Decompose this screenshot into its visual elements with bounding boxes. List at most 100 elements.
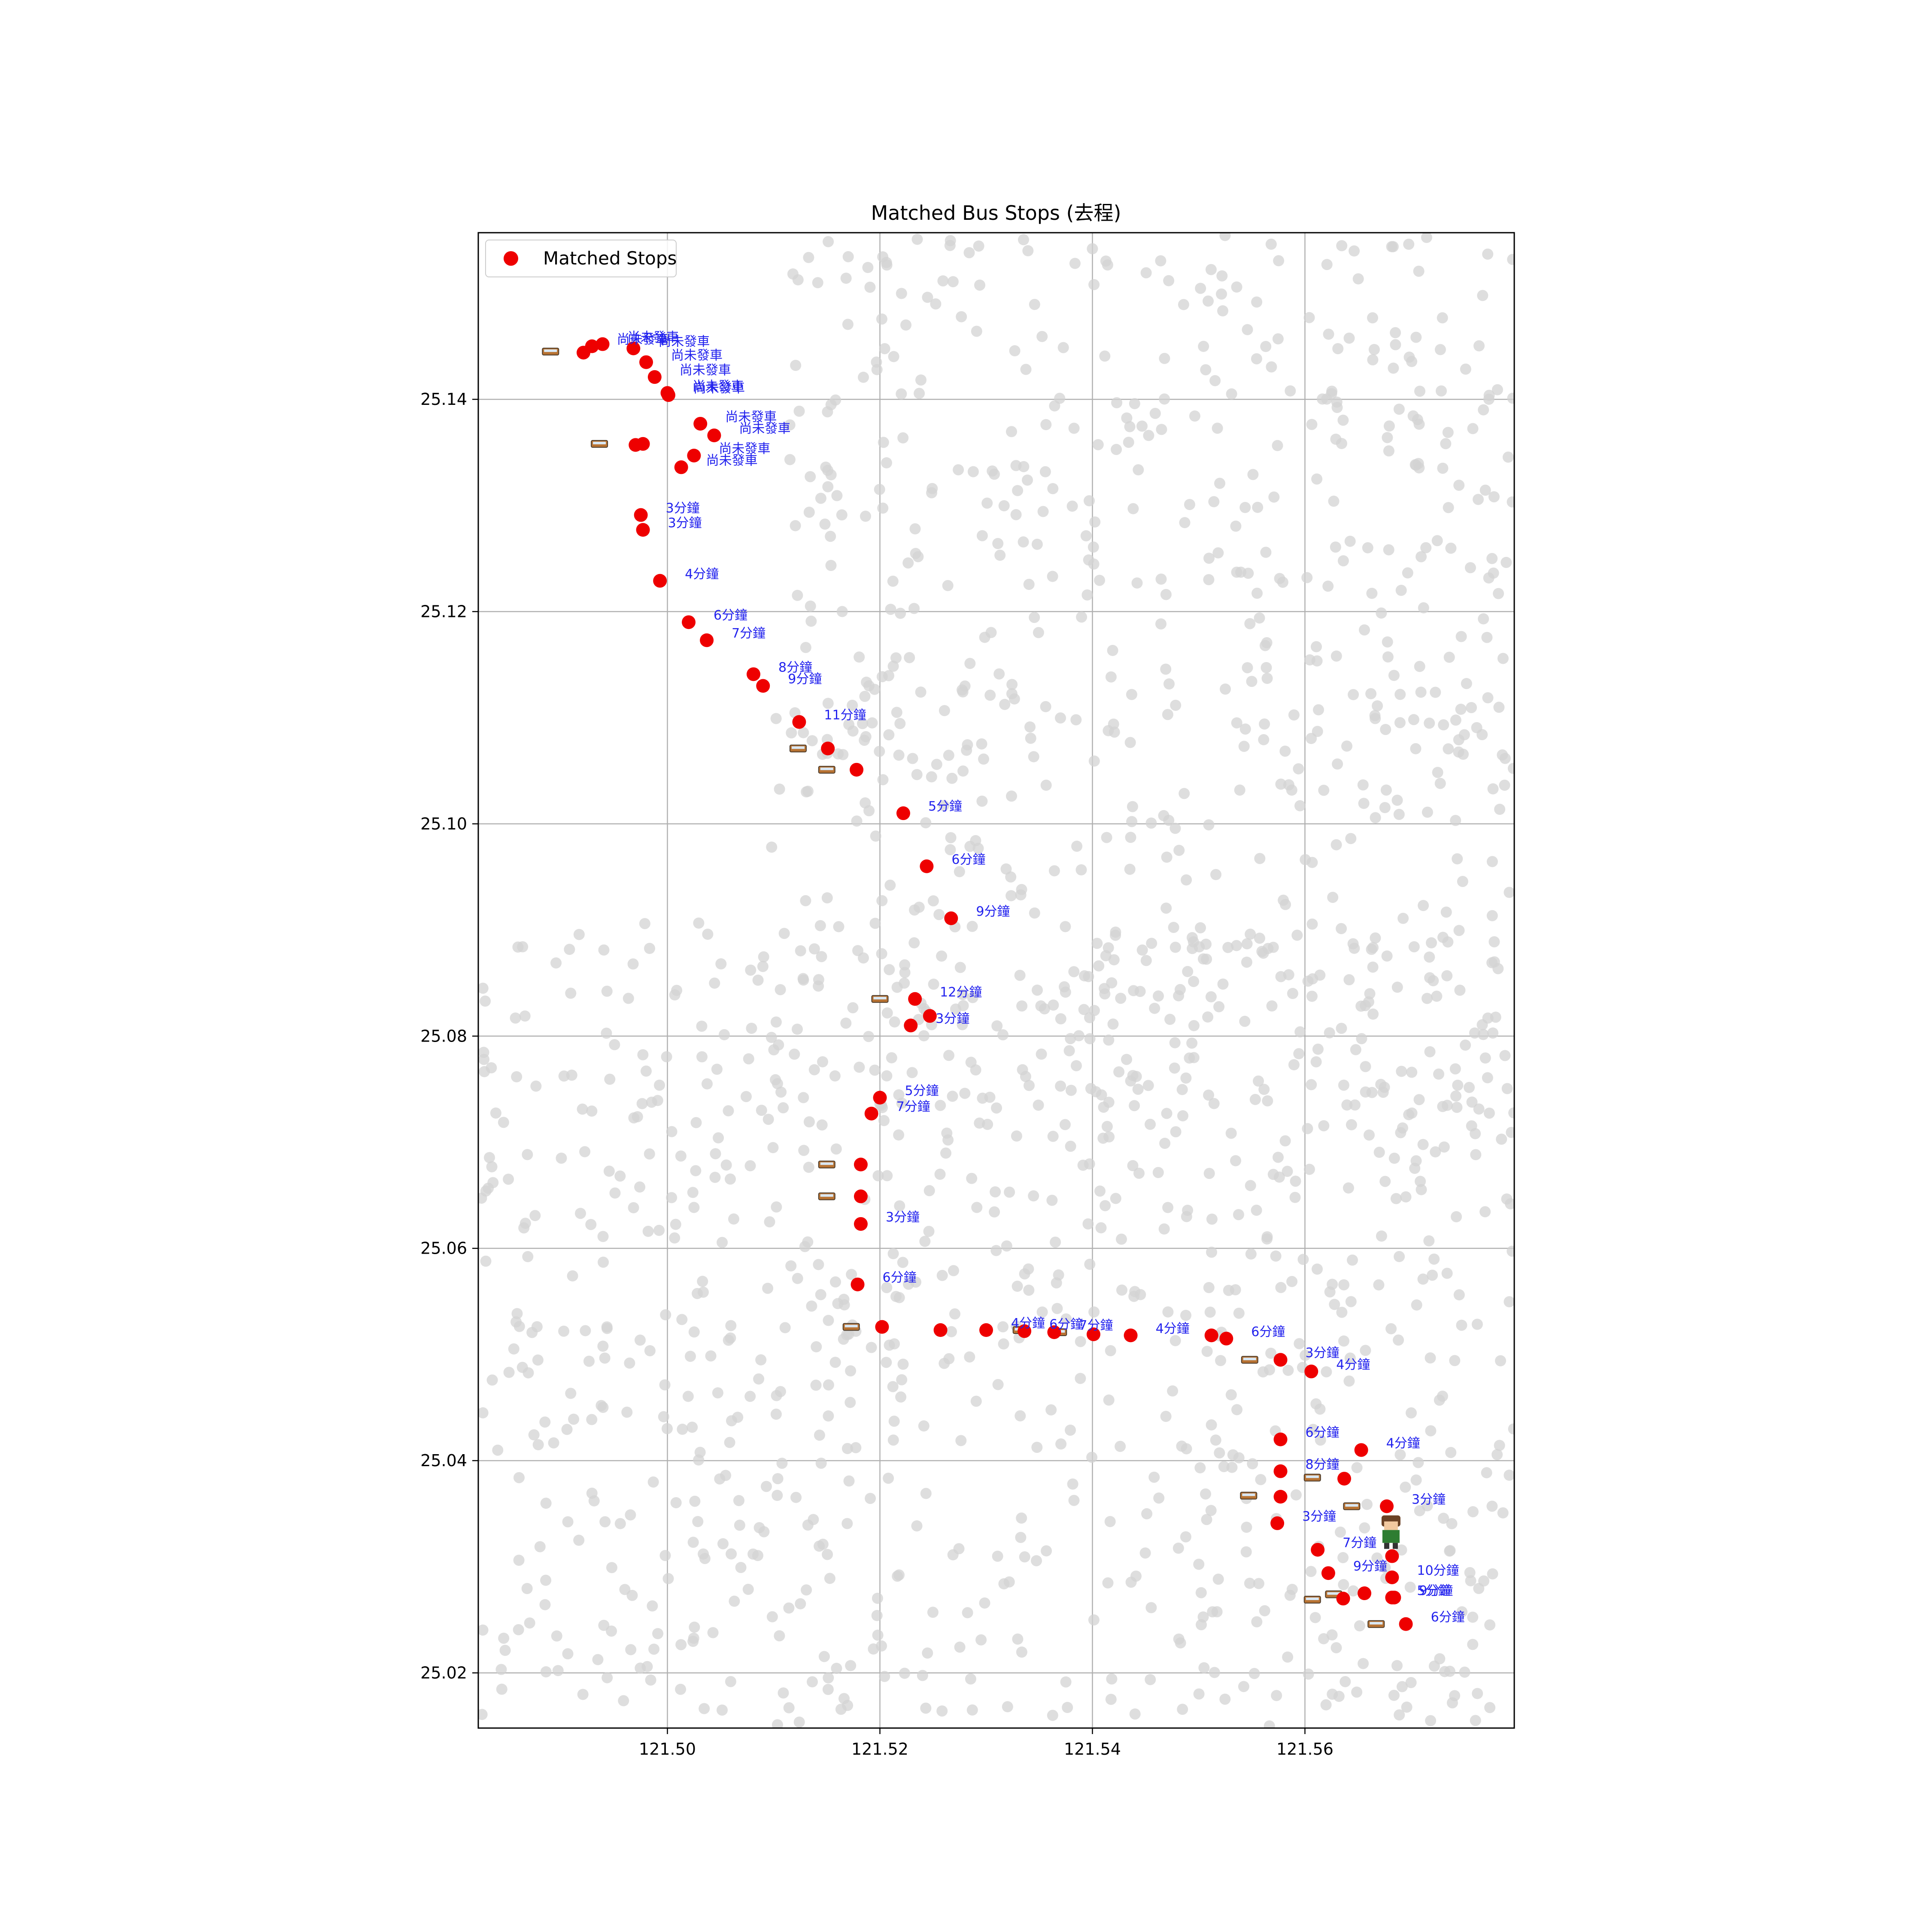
background-stop (1332, 758, 1343, 770)
background-stop (1124, 863, 1136, 875)
background-stop (950, 1003, 961, 1015)
background-stop (893, 1129, 905, 1141)
background-stop (1286, 1276, 1298, 1287)
background-stop (918, 1420, 930, 1432)
background-stop (1127, 503, 1139, 514)
background-stop (1047, 571, 1058, 582)
background-stop (1076, 611, 1088, 623)
background-stop (1136, 944, 1148, 956)
background-stop (723, 1105, 734, 1117)
background-stop (860, 731, 872, 742)
background-stop (835, 1704, 847, 1715)
background-stop (871, 356, 882, 368)
background-stop (933, 909, 945, 920)
background-stop (566, 1069, 577, 1081)
background-stop (1367, 1009, 1379, 1020)
background-stop (526, 1327, 538, 1338)
background-stop (883, 670, 894, 681)
background-stop (1108, 954, 1120, 966)
background-stop (677, 1424, 688, 1435)
background-stop (1367, 354, 1379, 366)
background-stop (729, 1595, 740, 1607)
background-stop (1259, 718, 1270, 730)
background-stop (876, 1640, 887, 1652)
background-stop (784, 454, 796, 465)
background-stop (865, 1493, 876, 1504)
background-stop (1159, 1138, 1171, 1149)
background-stop (1212, 422, 1223, 434)
background-stop (478, 982, 489, 994)
background-stop (1497, 653, 1509, 664)
background-stop (1029, 299, 1040, 310)
background-stop (816, 951, 827, 963)
background-stop (496, 1683, 507, 1695)
background-stop (693, 917, 705, 929)
bus-icon (842, 1323, 860, 1331)
background-stop (1400, 1481, 1411, 1493)
background-stop (1309, 1612, 1321, 1623)
background-stop (1506, 1127, 1514, 1138)
background-stop (480, 1255, 492, 1267)
background-stop (1103, 1394, 1115, 1406)
y-tick-label: 25.04 (420, 1451, 467, 1470)
background-stop (558, 1325, 570, 1337)
background-stop (1226, 388, 1237, 400)
background-stop (1268, 491, 1280, 503)
background-stop (696, 1051, 708, 1063)
background-stop (1177, 1110, 1188, 1121)
background-stop (639, 918, 650, 930)
background-stop (1494, 1440, 1505, 1451)
background-stop (784, 419, 796, 431)
background-stop (778, 928, 790, 939)
background-stop (815, 1289, 826, 1300)
background-stop (1094, 574, 1105, 586)
background-stop (1149, 407, 1161, 419)
background-stop (895, 1391, 907, 1403)
background-stop (1415, 687, 1427, 698)
background-stop (1116, 1233, 1127, 1245)
background-stop (756, 1105, 767, 1116)
background-stop (1014, 969, 1026, 981)
background-stop (1246, 676, 1258, 687)
background-stop (1216, 288, 1227, 300)
background-stop (1047, 1710, 1058, 1721)
matched-stop-point (1385, 1549, 1399, 1563)
background-stop (702, 1078, 713, 1090)
background-stop (1155, 255, 1166, 267)
background-stop (1155, 573, 1167, 585)
background-stop (915, 374, 927, 386)
background-stop (1273, 1171, 1285, 1183)
background-stop (1215, 1355, 1226, 1366)
background-stop (486, 1062, 497, 1074)
eta-label: 5分鐘 (928, 799, 962, 814)
background-stop (904, 652, 915, 663)
background-stop (831, 1662, 842, 1674)
background-stop (998, 500, 1010, 511)
background-stop (778, 1687, 789, 1699)
chart-title: Matched Bus Stops (去程) (871, 201, 1121, 225)
background-stop (1209, 1667, 1220, 1678)
background-stop (1115, 993, 1127, 1004)
matched-stop-point (662, 388, 676, 402)
background-stop (1245, 928, 1256, 940)
background-stop (878, 437, 889, 448)
background-stop (1449, 1063, 1461, 1075)
background-stop (1012, 485, 1024, 496)
background-stop (1493, 702, 1505, 713)
background-stop (1395, 1127, 1406, 1139)
matched-stop-point (864, 1106, 878, 1121)
background-stop (802, 1519, 814, 1531)
background-stop (1376, 607, 1387, 619)
background-stop (1499, 1050, 1511, 1061)
background-stop (954, 866, 965, 878)
background-stop (1396, 1681, 1408, 1692)
matched-stop-point (1380, 1499, 1394, 1513)
background-stop (618, 1695, 629, 1707)
background-stop (1504, 1470, 1514, 1481)
background-stop (1059, 1119, 1071, 1130)
background-stop (1206, 1213, 1218, 1225)
background-stop (801, 1584, 812, 1596)
background-stop (1162, 1306, 1174, 1318)
background-stop (1507, 762, 1514, 774)
background-stop (1359, 1522, 1370, 1534)
